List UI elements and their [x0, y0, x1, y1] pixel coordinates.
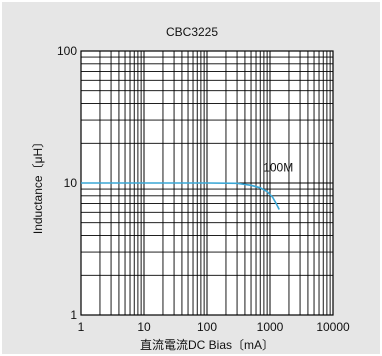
chart-panel: 100M 1 10 100 1000 10000 1 10 100 CBC3225 直流電流D… [2, 2, 380, 354]
x-tick-label: 1000 [257, 320, 284, 334]
y-axis-label: Inductance〔μH〕 [31, 136, 45, 234]
series-line-100m [81, 182, 280, 210]
y-tick-label: 1 [70, 308, 77, 322]
tick-labels: 1 10 100 1000 10000 1 10 100 [57, 44, 350, 334]
x-tick-label: 100 [197, 320, 217, 334]
series-label-100m: 100M [263, 161, 293, 175]
x-tick-label: 10 [137, 320, 151, 334]
x-tick-label: 10000 [316, 320, 350, 334]
chart-title: CBC3225 [166, 25, 218, 39]
y-tick-label: 100 [57, 44, 77, 58]
chart-svg: 100M 1 10 100 1000 10000 1 10 100 CBC3225 直流電流D… [31, 25, 350, 352]
x-axis-label: 直流電流DC Bias〔mA〕 [140, 338, 274, 352]
series-group: 100M [81, 161, 293, 210]
x-tick-label: 1 [78, 320, 85, 334]
y-tick-label: 10 [64, 176, 78, 190]
